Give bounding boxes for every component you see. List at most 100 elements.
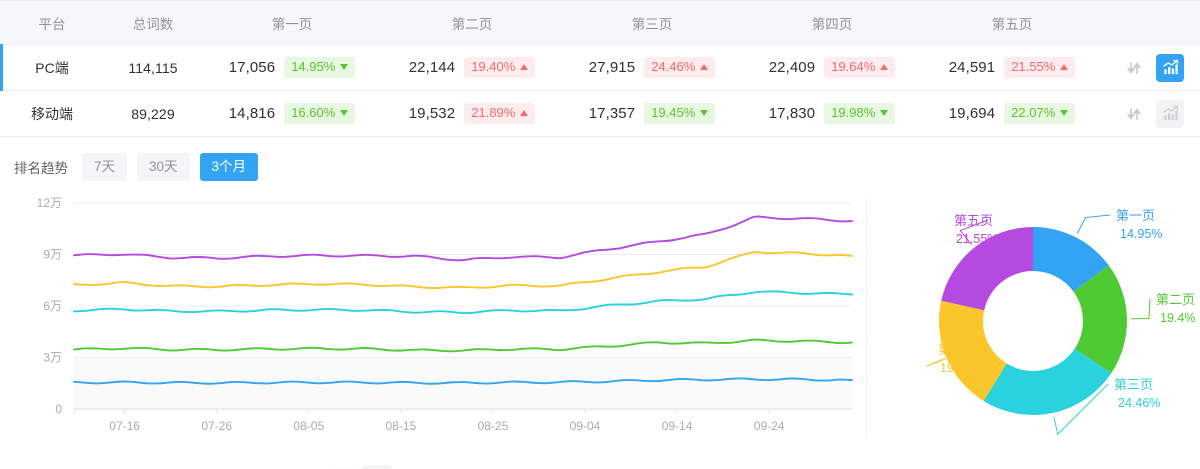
page-cell-content: 14,816 16.60%: [203, 103, 381, 124]
page-cell-content: 17,830 19.98%: [743, 103, 921, 124]
page-1-cell: 14,816 16.60%: [202, 90, 382, 137]
col-header-page5: 第五页: [922, 0, 1102, 45]
col-header-total: 总词数: [104, 0, 202, 45]
arrow-up-icon: [520, 110, 529, 117]
percent-badge: 14.95%: [284, 57, 356, 78]
page-4-cell: 17,830 19.98%: [742, 90, 922, 137]
page-count: 22,409: [768, 58, 816, 76]
page-count: 19,532: [408, 104, 456, 122]
series-line: [73, 250, 853, 289]
page-cell-content: 17,056 14.95%: [203, 57, 381, 78]
percent-badge: 24.46%: [644, 57, 716, 78]
y-tick-label: 0: [55, 402, 62, 416]
percent-badge: 19.40%: [464, 57, 536, 78]
donut-leader-line: [1076, 214, 1111, 234]
actions-cell: [1102, 44, 1200, 91]
trend-toolbar: 排名趋势 7天 30天 3个月: [0, 137, 1200, 181]
x-tick-label: 09-04: [570, 419, 601, 433]
x-tick-label: 07-26: [201, 419, 232, 433]
arrow-up-icon: [880, 64, 889, 71]
donut-leader-line: [1053, 383, 1109, 435]
x-axis-labels: 07-16 07-26 08-05 08-15 08-25 09-04 09-14 09-24: [109, 419, 785, 433]
donut-label-name: 第三页: [1114, 377, 1153, 392]
col-header-page1: 第一页: [202, 0, 382, 45]
y-tick-label: 3万: [43, 350, 62, 364]
donut-chart-svg: 第一页 14.95% 第二页 19.4% 第三页 24.46% 第四页 19.64% 第五页 21…: [925, 208, 1195, 435]
y-tick-label: 9万: [43, 247, 62, 261]
arrow-down-icon: [1060, 110, 1069, 117]
platform-cell: PC端: [0, 43, 104, 91]
percent-badge: 21.55%: [1004, 57, 1076, 78]
chart-trend-icon[interactable]: [1156, 99, 1184, 128]
arrow-down-icon: [700, 110, 709, 117]
col-header-page4: 第四页: [742, 0, 922, 45]
page-cell-content: 22,409 19.64%: [743, 57, 921, 78]
arrow-down-icon: [880, 110, 889, 117]
donut-labels: 第一页 14.95% 第二页 19.4% 第三页 24.46% 第四页 19.64% 第五页 21…: [925, 208, 1195, 435]
page-cell-content: 24,591 21.55%: [923, 57, 1101, 78]
sort-arrows-icon[interactable]: [1120, 100, 1148, 128]
percent-value: 24.46%: [651, 59, 696, 75]
donut-label-value: 21.55%: [956, 232, 998, 246]
watermark-logo: 爱站网: [333, 464, 532, 469]
page-cell-content: 22,144 19.40%: [383, 57, 561, 78]
donut-leader-line: [925, 348, 973, 367]
table-row[interactable]: 移动端 89,229 14,816 16.60% 19,532 21.89% 17,357 1…: [0, 90, 1200, 137]
donut-slice[interactable]: [983, 348, 1112, 415]
x-tick-label: 08-25: [478, 419, 509, 433]
table-row[interactable]: PC端 114,115 17,056 14.95% 22,144 19.40% 27,915…: [0, 43, 1200, 91]
page-cell-content: 17,357 19.45%: [563, 103, 741, 124]
line-chart-svg: 0 3万 6万 9万 12万 07-16 07-26 08-05 08-15 08-25 09-0…: [37, 196, 853, 433]
page-count: 24,591: [948, 58, 996, 76]
page-count: 17,056: [228, 58, 276, 76]
total-words-cell: 89,229: [104, 90, 202, 137]
donut-leader-line: [1130, 298, 1151, 319]
sort-arrows-icon[interactable]: [1120, 54, 1148, 82]
platform-cell: 移动端: [0, 90, 104, 137]
action-buttons: [1103, 53, 1200, 82]
page-2-cell: 22,144 19.40%: [382, 44, 562, 91]
chart-divider: [866, 198, 867, 439]
percent-value: 19.98%: [831, 105, 876, 121]
percent-value: 22.07%: [1011, 105, 1056, 121]
percent-badge: 19.98%: [824, 103, 896, 124]
percent-value: 16.60%: [291, 105, 336, 121]
donut-slice[interactable]: [1033, 226, 1109, 292]
x-tick-label: 09-14: [662, 419, 693, 433]
col-header-actions: [1102, 0, 1200, 45]
donut-label-value: 24.46%: [1118, 396, 1160, 410]
donut-chart: 第一页 14.95% 第二页 19.4% 第三页 24.46% 第四页 19.64% 第五页 21…: [866, 181, 1200, 460]
donut-slice[interactable]: [941, 226, 1033, 310]
chart-trend-icon[interactable]: [1156, 53, 1184, 82]
tab-30days[interactable]: 30天: [137, 153, 190, 181]
arrow-up-icon: [1060, 64, 1069, 71]
page-count: 27,915: [588, 58, 636, 76]
percent-value: 14.95%: [291, 59, 336, 75]
tab-3months[interactable]: 3个月: [199, 153, 259, 181]
page-3-cell: 27,915 24.46%: [562, 44, 742, 91]
x-tick-label: 09-24: [754, 419, 785, 433]
page-1-cell: 17,056 14.95%: [202, 44, 382, 91]
donut-slice[interactable]: [1073, 265, 1127, 373]
y-axis-labels: 0 3万 6万 9万 12万: [37, 196, 63, 416]
x-tick-label: 07-16: [109, 419, 140, 433]
donut-slice[interactable]: [939, 300, 1007, 401]
donut-label-value: 14.95%: [1120, 227, 1162, 241]
percent-badge: 16.60%: [284, 103, 356, 124]
percent-value: 21.89%: [471, 105, 516, 121]
page-2-cell: 19,532 21.89%: [382, 90, 562, 137]
actions-cell: [1102, 90, 1200, 137]
percent-value: 19.45%: [651, 105, 696, 121]
tab-7days[interactable]: 7天: [82, 153, 128, 181]
percent-value: 19.64%: [831, 59, 876, 75]
arrow-down-icon: [340, 110, 349, 117]
series-line: [73, 377, 853, 385]
percent-value: 21.55%: [1011, 59, 1056, 75]
x-tick-label: 08-15: [386, 419, 417, 433]
total-words-cell: 114,115: [104, 44, 202, 91]
percent-badge: 22.07%: [1004, 103, 1076, 124]
arrow-down-icon: [340, 64, 349, 71]
percent-badge: 21.89%: [464, 103, 536, 124]
page-count: 14,816: [228, 104, 276, 122]
